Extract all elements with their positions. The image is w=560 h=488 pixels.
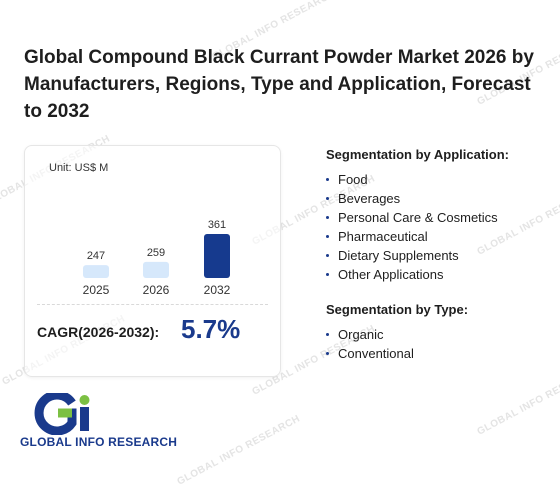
application-item: Personal Care & Cosmetics [326, 208, 509, 227]
bar-2025 [83, 265, 109, 278]
segmentation-by-application: Segmentation by Application: Food Bevera… [326, 147, 509, 284]
divider [37, 304, 268, 305]
segmentation-by-type: Segmentation by Type: Organic Convention… [326, 302, 468, 363]
category-label: 2026 [143, 283, 170, 297]
category-label: 2025 [83, 283, 110, 297]
bar-2032 [204, 234, 230, 278]
bar-2026 [143, 261, 169, 278]
report-title: Global Compound Black Currant Powder Mar… [24, 47, 534, 122]
application-item: Food [326, 170, 509, 189]
logo-text: GLOBAL INFO RESEARCH [20, 435, 178, 449]
value-label: 247 [87, 250, 105, 262]
unit-label: Unit: US$ M [49, 162, 109, 174]
bar-chart: 247 2025 259 2026 361 2032 [83, 219, 231, 297]
category-label: 2032 [204, 283, 231, 297]
cagr-value: 5.7% [181, 314, 241, 344]
logo-mark-icon [34, 390, 90, 436]
segmentation-application-heading: Segmentation by Application: [326, 147, 509, 162]
value-label: 361 [208, 219, 226, 231]
type-item: Organic [326, 325, 468, 344]
application-item: Beverages [326, 189, 509, 208]
value-label: 259 [147, 247, 165, 259]
watermark: GLOBAL INFO RESEARCH [475, 363, 560, 438]
application-item: Pharmaceutical [326, 227, 509, 246]
market-size-card: Unit: US$ M 247 2025 259 2026 361 2032 CAGR(2… [24, 145, 281, 377]
type-item: Conventional [326, 344, 468, 363]
watermark: GLOBAL INFO RESEARCH [175, 413, 303, 488]
cagr-label: CAGR(2026-2032): [37, 324, 160, 340]
company-logo: GLOBAL INFO RESEARCH [20, 390, 177, 449]
application-item: Other Applications [326, 265, 509, 284]
segmentation-type-heading: Segmentation by Type: [326, 302, 469, 317]
application-item: Dietary Supplements [326, 246, 509, 265]
